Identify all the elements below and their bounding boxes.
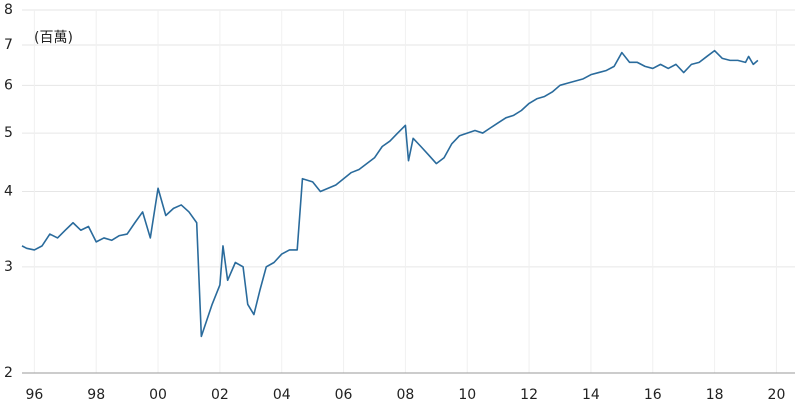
x-tick-label: 14 (582, 387, 600, 403)
x-tick-label: 00 (149, 387, 167, 403)
x-tick-label: 04 (273, 387, 291, 403)
y-tick-label: 8 (4, 2, 13, 18)
x-tick-label: 02 (211, 387, 229, 403)
x-tick-label: 96 (25, 387, 43, 403)
x-tick-label: 98 (87, 387, 105, 403)
x-tick-label: 18 (706, 387, 724, 403)
data-line (21, 49, 759, 338)
x-tick-label: 16 (644, 387, 662, 403)
y-tick-label: 5 (4, 125, 13, 141)
x-tick-label: 10 (458, 387, 476, 403)
y-tick-label: 4 (4, 184, 13, 200)
y-tick-label: 3 (4, 259, 13, 275)
x-tick-label: 20 (768, 387, 786, 403)
y-tick-label: 6 (4, 77, 13, 93)
y-tick-label: 7 (4, 37, 13, 53)
unit-annotation: (百萬) (34, 30, 73, 46)
x-tick-label: 06 (335, 387, 353, 403)
x-tick-label: 08 (396, 387, 414, 403)
y-tick-label: 2 (4, 365, 13, 381)
x-tick-label: 12 (520, 387, 538, 403)
